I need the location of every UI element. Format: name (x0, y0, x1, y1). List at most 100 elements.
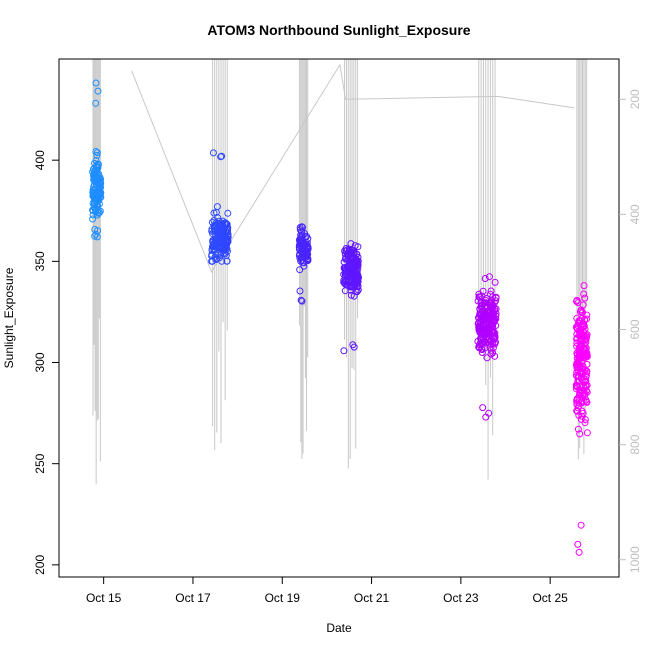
x-tick-label: Oct 21 (354, 591, 390, 605)
y-tick-label: 250 (33, 453, 47, 473)
data-point (351, 242, 359, 250)
data-point (212, 256, 220, 264)
data-point (577, 342, 585, 350)
data-point (301, 249, 309, 256)
data-point (209, 243, 217, 251)
data-point (491, 278, 499, 286)
data-point (222, 245, 229, 253)
data-point (91, 226, 99, 233)
data-point (214, 214, 222, 222)
y-tick-label: 200 (33, 555, 47, 575)
data-point (573, 397, 581, 404)
x-tick-label: Oct 23 (443, 591, 479, 605)
data-point (491, 338, 499, 346)
data-point (223, 220, 231, 228)
data-point (224, 233, 232, 241)
data-point (295, 244, 303, 252)
data-point (223, 247, 231, 255)
data-point (581, 352, 589, 360)
data-point (583, 369, 591, 377)
y-tick-label: 350 (33, 251, 47, 271)
data-point (575, 548, 583, 556)
data-point (475, 290, 483, 298)
data-point (487, 350, 495, 358)
data-point (90, 192, 98, 200)
data-point (475, 326, 483, 334)
data-point (347, 240, 355, 248)
data-point (340, 276, 348, 284)
data-point (573, 368, 581, 376)
data-point (577, 521, 585, 529)
data-point (580, 290, 588, 298)
data-point (213, 226, 221, 234)
data-point (91, 159, 98, 167)
data-point (297, 231, 305, 239)
data-point (573, 296, 581, 304)
data-point (350, 292, 358, 300)
data-point (217, 250, 225, 258)
right-y-tick-label: 400 (628, 204, 642, 224)
data-point (580, 282, 588, 290)
x-tick-label: Oct 17 (175, 591, 211, 605)
data-point (352, 263, 360, 271)
data-point (350, 343, 358, 351)
data-point (484, 310, 492, 318)
data-point (224, 238, 232, 246)
data-point (572, 372, 580, 380)
data-point (298, 236, 305, 244)
data-point (478, 349, 486, 356)
data-point (213, 203, 221, 211)
data-point (582, 387, 590, 395)
data-point (581, 336, 589, 344)
chart-title: ATOM3 Northbound Sunlight_Exposure (207, 22, 470, 38)
data-point (300, 262, 308, 270)
data-point (483, 354, 491, 362)
data-point (301, 250, 309, 258)
data-point (296, 226, 304, 234)
data-point (478, 305, 486, 313)
y-axis-label: Sunlight_Exposure (2, 267, 16, 368)
data-point (340, 347, 348, 355)
data-point (94, 87, 102, 95)
data-point (576, 391, 583, 399)
data-point (95, 185, 102, 193)
data-point (475, 293, 483, 301)
data-point (296, 287, 304, 295)
data-point (583, 429, 591, 437)
data-point (212, 221, 220, 229)
data-point (93, 149, 101, 157)
data-point (581, 416, 589, 423)
data-point (484, 327, 492, 335)
data-point (222, 219, 229, 227)
y-tick-label: 300 (33, 352, 47, 372)
data-point (223, 257, 231, 265)
data-point (298, 297, 306, 305)
data-point (219, 237, 227, 245)
data-point (341, 266, 349, 274)
data-point (578, 307, 585, 315)
data-point (343, 250, 351, 258)
data-point (573, 324, 581, 332)
axes: 200 250 300 350 400 200 400 600 800 1000 Oct 15 Oct… (33, 58, 642, 605)
data-point (95, 200, 103, 208)
x-tick-label: Oct 25 (532, 591, 568, 605)
data-point (89, 215, 97, 223)
data-point (478, 346, 486, 354)
data-point (489, 293, 497, 301)
data-point (578, 329, 585, 337)
x-tick-label: Oct 15 (86, 591, 122, 605)
data-point (209, 149, 217, 157)
data-point (573, 334, 581, 342)
data-point (350, 254, 358, 262)
data-point (224, 209, 232, 217)
data-point (346, 261, 354, 269)
data-point (94, 161, 102, 169)
right-y-tick-label: 800 (628, 434, 642, 454)
data-point (347, 291, 355, 299)
data-point (349, 273, 357, 281)
data-point (575, 357, 582, 365)
data-point (304, 242, 312, 250)
data-point (576, 383, 584, 390)
data-point (210, 247, 218, 254)
data-point (573, 401, 581, 408)
